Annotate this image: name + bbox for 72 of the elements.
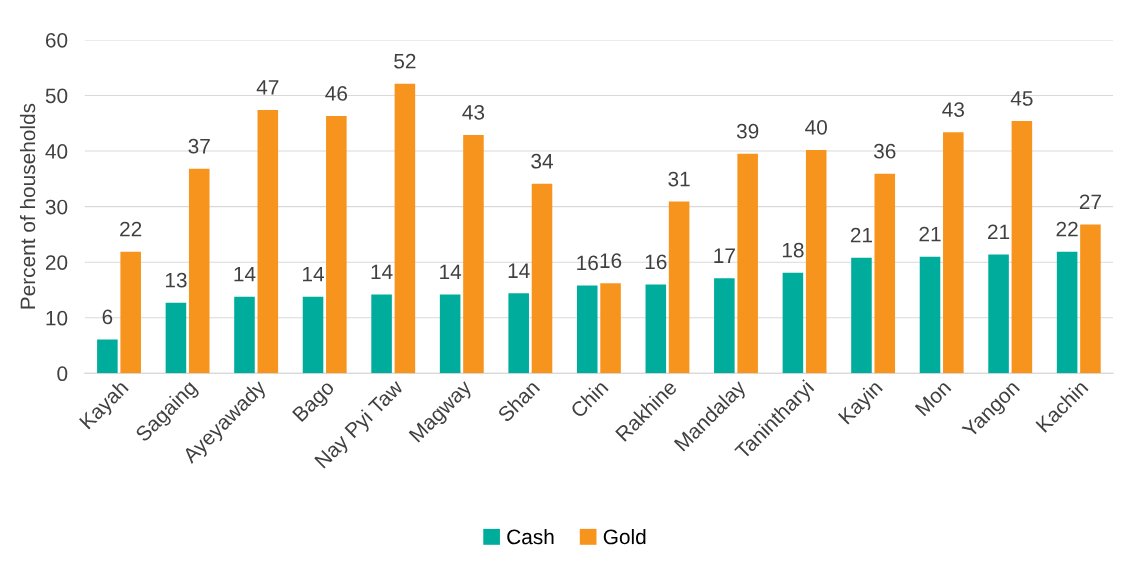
y-tick-label: 50 bbox=[45, 88, 68, 104]
bar bbox=[188, 168, 210, 374]
data-label: 21 bbox=[919, 226, 941, 242]
bar bbox=[645, 284, 667, 374]
data-label: 16 bbox=[600, 253, 622, 269]
data-label: 40 bbox=[805, 119, 827, 135]
bar bbox=[600, 283, 621, 374]
bar bbox=[874, 173, 896, 374]
bar bbox=[1011, 121, 1033, 374]
bar bbox=[394, 83, 416, 374]
y-tick-label: 20 bbox=[45, 255, 68, 270]
bar bbox=[97, 339, 118, 374]
x-tick-label: Mon bbox=[914, 379, 952, 417]
bar bbox=[326, 116, 347, 374]
bar bbox=[120, 251, 141, 374]
data-label: 16 bbox=[645, 254, 667, 270]
data-label: 47 bbox=[256, 80, 279, 95]
data-label: 22 bbox=[120, 221, 142, 237]
bar bbox=[463, 134, 484, 374]
data-label: 13 bbox=[165, 272, 187, 288]
bar bbox=[302, 296, 324, 374]
data-label: 31 bbox=[668, 171, 690, 187]
bar bbox=[805, 149, 827, 374]
legend-label: Gold bbox=[603, 528, 646, 545]
data-label: 14 bbox=[303, 266, 325, 282]
bar bbox=[782, 272, 804, 374]
y-tick-label: 0 bbox=[57, 366, 68, 382]
data-label: 14 bbox=[440, 264, 462, 279]
data-label: 21 bbox=[850, 227, 873, 243]
bar bbox=[576, 285, 598, 374]
legend-label: Cash bbox=[507, 528, 554, 545]
data-label: 14 bbox=[234, 266, 256, 282]
bar bbox=[1080, 224, 1101, 374]
y-tick-label: 60 bbox=[45, 32, 68, 48]
data-label: 43 bbox=[462, 104, 485, 120]
data-label: 27 bbox=[1079, 194, 1101, 209]
bar bbox=[257, 109, 279, 374]
bar bbox=[439, 294, 461, 374]
bar bbox=[737, 153, 758, 374]
data-label: 6 bbox=[102, 309, 113, 325]
data-label: 52 bbox=[394, 53, 416, 69]
bar bbox=[234, 296, 255, 374]
data-label: 17 bbox=[714, 248, 735, 263]
bar bbox=[851, 257, 872, 374]
y-axis-title: Percent of households bbox=[19, 103, 36, 309]
data-label: 16 bbox=[577, 255, 598, 271]
data-label: 14 bbox=[508, 263, 530, 278]
bar bbox=[165, 302, 187, 374]
y-tick-label: 10 bbox=[46, 310, 68, 326]
bar bbox=[668, 201, 690, 374]
bar bbox=[919, 256, 941, 374]
data-label: 36 bbox=[873, 143, 896, 159]
data-label: 46 bbox=[325, 86, 348, 101]
data-label: 45 bbox=[1010, 91, 1033, 106]
bar bbox=[508, 293, 529, 374]
bar bbox=[371, 294, 392, 374]
data-label: 37 bbox=[188, 138, 210, 154]
x-tick-label: Chin bbox=[569, 379, 609, 419]
bar bbox=[714, 278, 735, 374]
data-label: 21 bbox=[988, 224, 1010, 239]
y-tick-label: 40 bbox=[45, 144, 68, 159]
data-label: 34 bbox=[531, 153, 553, 169]
data-label: 14 bbox=[371, 264, 393, 279]
data-label: 22 bbox=[1056, 221, 1078, 237]
bar bbox=[988, 254, 1009, 374]
bar bbox=[943, 132, 964, 374]
data-label: 18 bbox=[782, 242, 804, 258]
bar bbox=[1056, 251, 1078, 374]
data-label: 39 bbox=[736, 123, 759, 139]
bar bbox=[531, 183, 553, 374]
y-tick-label: 30 bbox=[45, 199, 68, 215]
data-label: 43 bbox=[942, 102, 964, 117]
